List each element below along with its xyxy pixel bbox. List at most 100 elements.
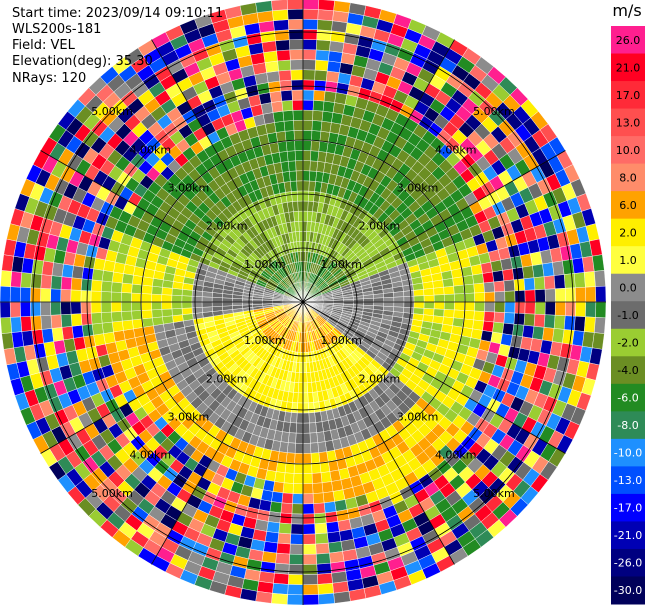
velocity-cell [282,110,294,122]
velocity-cell [492,270,505,283]
velocity-cell [71,265,84,279]
velocity-cell [162,315,174,325]
velocity-cell [383,297,395,303]
colorbar-swatch [611,493,645,522]
velocity-cell [50,301,62,316]
velocity-cell [151,285,163,295]
velocity-cell [573,316,586,332]
velocity-cell [264,122,277,135]
velocity-cell [321,481,334,494]
velocity-cell [30,273,43,289]
velocity-cell [291,503,304,515]
colorbar-tick-label: -4.0 [617,364,638,377]
velocity-cell [282,482,294,494]
ppi-plot: 1.00km 1.00km 1.00km 1.00km 2.00km 2.00km 2.00… [0,0,606,605]
velocity-cell [271,100,284,113]
velocity-cell [20,272,33,288]
velocity-cell [502,268,515,282]
velocity-cell [321,110,334,123]
velocity-cell [151,293,162,303]
velocity-cell [269,501,283,514]
colorbar-tick-label: -17.0 [614,502,642,515]
velocity-cell [123,328,136,341]
velocity-cell [60,276,73,291]
velocity-cell [90,290,102,303]
velocity-cell [302,59,316,71]
velocity-cell [514,301,526,314]
velocity-cell [295,432,304,444]
velocity-cell [592,332,605,350]
velocity-cell [40,315,53,330]
velocity-cell [309,170,317,182]
velocity-cell [302,594,320,605]
velocity-cell [279,512,293,525]
velocity-cell [289,49,304,61]
range-ring-label: 3.00km [397,411,439,424]
colorbar-tick-label: -6.0 [617,392,638,405]
velocity-cell [275,39,290,52]
velocity-cell [302,564,318,575]
velocity-cell [277,59,292,72]
velocity-cell [333,591,351,604]
velocity-cell [472,273,485,285]
velocity-cell [201,306,213,313]
velocity-cell [50,275,63,290]
colorbar-swatch [611,53,645,82]
velocity-cell [101,311,113,324]
range-ring-labels: 1.00km 1.00km 1.00km 1.00km 2.00km 2.00km 2.00… [91,105,514,500]
velocity-cell [277,141,288,153]
velocity-cell [454,293,465,303]
velocity-cell [40,274,53,289]
velocity-cell [302,543,317,555]
velocity-cell [10,316,22,333]
colorbar-swatch [611,26,645,55]
azimuth-spoke [40,301,304,454]
velocity-cell [317,9,334,21]
velocity-cell [294,150,304,161]
instrument-label: WLS200s-181 [12,22,102,37]
velocity-cell [302,533,316,545]
velocity-cell [131,301,142,312]
colorbar-swatch [611,383,645,412]
velocity-cell [141,293,152,303]
velocity-cell [543,275,556,290]
velocity-cell [312,100,325,112]
velocity-cell [61,263,74,278]
velocity-cell [30,315,43,331]
velocity-cell [90,312,103,325]
velocity-cell [595,285,606,303]
velocity-cell [585,301,597,318]
velocity-cell [444,301,455,311]
velocity-cell [121,319,134,331]
velocity-cell [288,29,304,40]
velocity-cell [310,140,321,152]
velocity-cell [373,293,384,299]
velocity-cell [315,421,324,433]
velocity-cell [276,542,291,555]
velocity-cell [308,412,316,424]
velocity-cell [329,40,345,53]
velocity-cell [274,120,286,133]
velocity-cell [302,402,310,414]
velocity-cell [327,531,342,544]
velocity-cell [292,483,304,495]
velocity-cell [302,412,310,424]
colorbar-swatch [611,246,645,275]
velocity-cell [313,89,326,102]
velocity-cell [544,301,556,316]
velocity-cell [533,276,546,291]
velocity-cell [284,462,295,474]
velocity-cell [101,270,114,283]
velocity-cell [302,443,312,454]
velocity-cell [302,453,312,464]
velocity-cell [492,321,505,334]
velocity-cell [553,315,566,330]
velocity-cell [291,513,304,525]
velocity-cell [523,313,536,327]
colorbar-swatch [611,218,645,247]
velocity-cell [522,265,535,279]
velocity-cell [302,119,313,131]
velocity-cell [9,286,21,303]
velocity-cell [302,190,310,202]
velocity-cell [494,291,506,303]
